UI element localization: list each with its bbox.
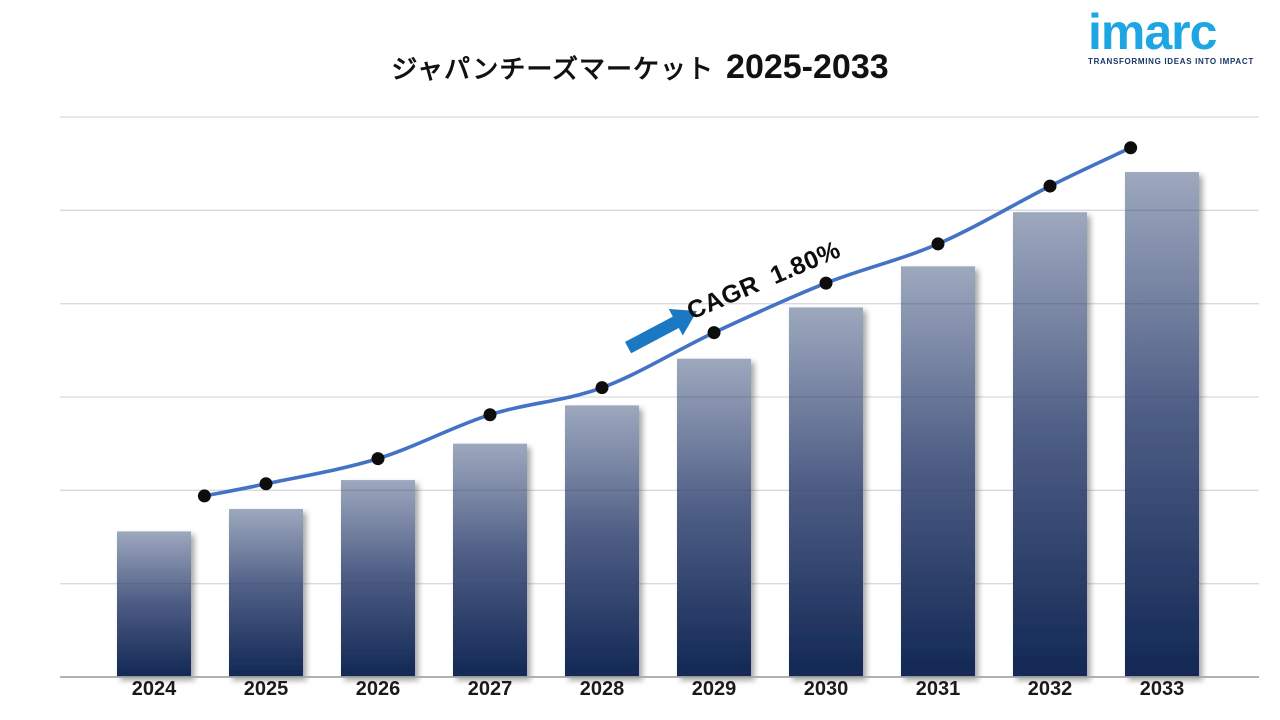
imarc-logo: imarc TRANSFORMING IDEAS INTO IMPACT: [1088, 4, 1264, 66]
bar-2031: [901, 266, 975, 677]
year-label-2028: 2028: [579, 678, 625, 700]
year-label-2024: 2024: [131, 678, 177, 700]
line-marker-2031: [931, 237, 945, 251]
gridlines-group: [60, 116, 1259, 585]
year-label-2033: 2033: [1139, 678, 1185, 700]
chart-title-years: 2025-2033: [726, 48, 889, 86]
bar-2029: [677, 358, 751, 677]
bar-2028: [565, 405, 639, 677]
line-marker-2026: [371, 452, 385, 466]
line-marker-2030: [819, 276, 833, 290]
imarc-wordmark: imarc: [1088, 4, 1217, 60]
line-marker-2027: [483, 408, 497, 422]
line-marker-2028: [595, 381, 609, 395]
bar-2030: [789, 307, 863, 677]
line-marker-2033: [1124, 141, 1138, 155]
line-marker-2025: [259, 477, 273, 491]
cagr-arrow-icon: [625, 309, 697, 354]
year-label-2026: 2026: [355, 678, 401, 700]
year-label-2029: 2029: [691, 678, 737, 700]
year-label-2031: 2031: [915, 678, 961, 700]
line-markers-group: [197, 141, 1138, 503]
year-label-2032: 2032: [1027, 678, 1073, 700]
year-label-2025: 2025: [243, 678, 289, 700]
line-marker-2029: [707, 326, 721, 340]
chart-title: ジャパンチーズマーケット 2025-2033: [0, 48, 1280, 92]
line-marker-2024: [197, 489, 211, 503]
chart-title-japanese: ジャパンチーズマーケット: [391, 54, 715, 84]
bars-group: [117, 172, 1199, 678]
bar-2033: [1125, 172, 1199, 678]
line-marker-2032: [1043, 179, 1057, 193]
year-label-2027: 2027: [467, 678, 513, 700]
bar-2032: [1013, 212, 1087, 677]
bar-2026: [341, 480, 415, 677]
bar-2027: [453, 443, 527, 677]
bar-2025: [229, 509, 303, 677]
bar-2024: [117, 531, 191, 677]
year-label-2030: 2030: [803, 678, 849, 700]
trend-line-path: [202, 146, 1133, 498]
imarc-tagline: TRANSFORMING IDEAS INTO IMPACT: [1088, 57, 1254, 66]
